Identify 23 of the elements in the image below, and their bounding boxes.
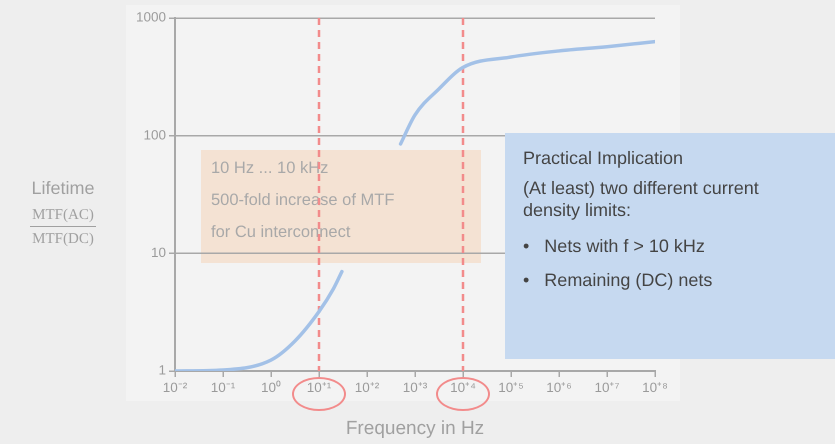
x-tick-label: 10⁰ <box>260 380 282 395</box>
x-tick-label: 10⁺² <box>354 380 380 395</box>
x-tick-label: 10⁻¹ <box>210 380 236 395</box>
y-tick-label: 10 <box>150 245 166 260</box>
x-tick-label: 10⁺⁶ <box>546 380 572 395</box>
annotation: • Nets with f > 10 kHz <box>523 235 706 258</box>
x-tick-label: 10⁺⁴ <box>450 380 476 395</box>
annotation: 500-fold increase of MTF <box>211 190 396 211</box>
y-tick-label: 100 <box>143 127 166 142</box>
x-tick-label: 10⁺¹ <box>306 380 332 395</box>
annotation: • Remaining (DC) nets <box>523 269 714 292</box>
x-tick-label: 10⁺⁵ <box>498 380 524 395</box>
x-tick-label: 10⁺⁸ <box>642 380 668 395</box>
x-tick-label: 10⁻² <box>162 380 188 395</box>
annotation: Practical Implication <box>523 147 684 169</box>
y-tick-label: 1 <box>158 362 166 378</box>
x-axis-title: Frequency in Hz <box>344 418 486 440</box>
x-tick-label: 10⁺³ <box>402 380 428 395</box>
x-tick-label: 10⁺⁷ <box>594 380 620 395</box>
annotation: for Cu interconnect <box>211 222 352 243</box>
annotation: (At least) two different current density limits: <box>523 177 760 221</box>
y-axis-title: Lifetime MTF(AC) MTF(DC) <box>30 178 96 248</box>
y-tick-label: 1000 <box>136 10 166 25</box>
